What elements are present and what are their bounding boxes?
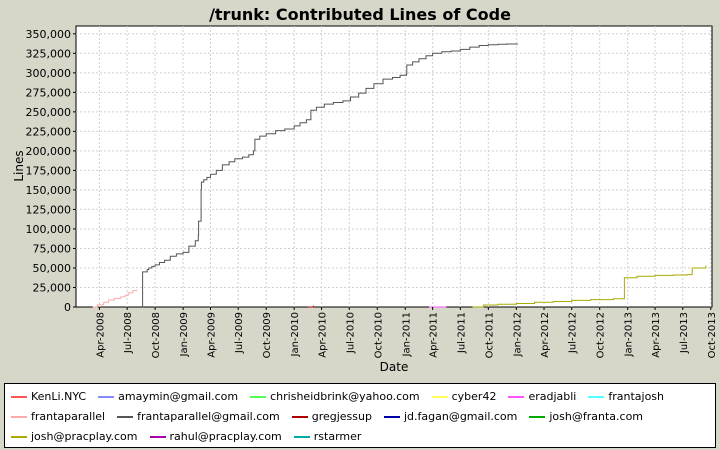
y-tick-label: 200,000 — [26, 145, 72, 158]
legend-label: cyber42 — [451, 390, 497, 403]
legend-label: frantajosh — [608, 390, 665, 403]
legend-item: josh@franta.com — [529, 407, 643, 427]
x-tick-label: Jan-2009 — [179, 312, 190, 357]
y-tick-label: 175,000 — [26, 164, 72, 177]
legend-label: rstarmer — [313, 430, 362, 443]
legend-label: frantaparallel — [31, 410, 106, 423]
legend: KenLi.NYC amaymin@gmail.com chrisheidbrink… — [4, 383, 716, 448]
y-tick-label: 100,000 — [26, 223, 72, 236]
legend-item: josh@pracplay.com — [11, 427, 138, 447]
legend-item: frantaparallel@gmail.com — [117, 407, 280, 427]
x-tick-label: Jul-2009 — [234, 312, 245, 354]
legend-swatch — [291, 416, 308, 418]
legend-swatch — [431, 396, 448, 398]
x-tick-label: Apr-2011 — [429, 312, 440, 358]
x-tick-label: Jan-2011 — [401, 312, 412, 357]
y-tick-label: 25,000 — [33, 281, 72, 294]
legend-item: amaymin@gmail.com — [98, 387, 238, 407]
y-axis-label: Lines — [12, 150, 26, 181]
legend-label: KenLi.NYC — [31, 390, 87, 403]
x-tick-label: Oct-2013 — [707, 312, 718, 358]
legend-swatch — [98, 396, 115, 398]
x-tick-label: Jul-2011 — [456, 312, 467, 354]
x-tick-label: Oct-2011 — [484, 312, 495, 358]
x-tick-label: Jul-2008 — [123, 312, 134, 354]
plot-area — [75, 25, 713, 308]
chart-title: /trunk: Contributed Lines of Code — [209, 5, 511, 24]
x-tick-label: Oct-2009 — [262, 312, 273, 358]
x-tick-label: Oct-2012 — [596, 312, 607, 358]
x-tick-label: Jul-2010 — [345, 312, 356, 354]
x-tick-label: Apr-2013 — [651, 312, 662, 358]
legend-item: eradjabli — [508, 387, 576, 407]
legend-item: frantajosh — [588, 387, 664, 407]
y-tick-label: 300,000 — [26, 67, 72, 80]
x-tick-label: Jan-2010 — [290, 312, 301, 357]
legend-item: jd.fagan@gmail.com — [383, 407, 518, 427]
legend-swatch — [149, 436, 166, 438]
legend-label: amaymin@gmail.com — [118, 390, 239, 403]
legend-swatch — [117, 416, 134, 418]
legend-swatch — [11, 396, 27, 398]
legend-item: gregjessup — [291, 407, 372, 427]
legend-label: eradjabli — [528, 390, 577, 403]
series-line — [307, 305, 314, 308]
x-tick-label: Apr-2009 — [207, 312, 218, 358]
legend-swatch — [11, 416, 27, 418]
y-tick-label: 325,000 — [26, 47, 72, 60]
y-tick-label: 50,000 — [33, 262, 72, 275]
legend-item: frantaparallel — [11, 407, 105, 427]
x-tick-label: Apr-2010 — [318, 312, 329, 358]
x-tick-label: Oct-2008 — [151, 312, 162, 358]
x-tick-label: Apr-2012 — [540, 312, 551, 358]
legend-label: chrisheidbrink@yahoo.com — [270, 390, 420, 403]
y-tick-label: 125,000 — [26, 203, 72, 216]
y-tick-label: 250,000 — [26, 106, 72, 119]
grid — [76, 26, 712, 307]
legend-swatch — [250, 396, 267, 398]
legend-swatch — [508, 396, 525, 398]
x-tick-label: Jul-2012 — [568, 312, 579, 354]
y-tick-label: 150,000 — [26, 184, 72, 197]
x-tick-label: Jul-2013 — [679, 312, 690, 354]
y-tick-label: 75,000 — [33, 242, 72, 255]
y-tick-label: 225,000 — [26, 125, 72, 138]
series-line — [142, 43, 518, 308]
y-tick-label: 350,000 — [26, 28, 72, 41]
series-layer — [92, 43, 707, 308]
y-tick-label: 0 — [64, 301, 71, 314]
legend-label: gregjessup — [311, 410, 372, 423]
legend-label: josh@franta.com — [549, 410, 644, 423]
x-tick-label: Jan-2012 — [512, 312, 523, 357]
legend-swatch — [11, 436, 27, 438]
legend-label: josh@pracplay.com — [31, 430, 138, 443]
axes: 0 25,000 50,000 75,000 100,000 125,000 150,000… — [26, 28, 718, 359]
x-tick-label: Apr-2008 — [95, 312, 106, 358]
legend-item: KenLi.NYC — [11, 387, 86, 407]
legend-label: frantaparallel@gmail.com — [137, 410, 280, 423]
series-line — [92, 289, 138, 308]
y-tick-label: 275,000 — [26, 86, 72, 99]
legend-swatch — [588, 396, 605, 398]
legend-label: jd.fagan@gmail.com — [403, 410, 518, 423]
legend-swatch — [383, 416, 400, 418]
legend-label: rahul@pracplay.com — [169, 430, 282, 443]
x-tick-label: Oct-2010 — [373, 312, 384, 358]
x-axis-label: Date — [380, 360, 409, 374]
legend-swatch — [293, 436, 310, 438]
series-line — [472, 265, 707, 308]
legend-item: cyber42 — [431, 387, 497, 407]
chart-svg: /trunk: Contributed Lines of Code 0 25,00… — [12, 5, 718, 374]
legend-item: rstarmer — [293, 427, 362, 447]
x-tick-label: Jan-2013 — [624, 312, 635, 357]
legend-item: chrisheidbrink@yahoo.com — [250, 387, 420, 407]
legend-item: rahul@pracplay.com — [149, 427, 282, 447]
legend-swatch — [529, 416, 546, 418]
